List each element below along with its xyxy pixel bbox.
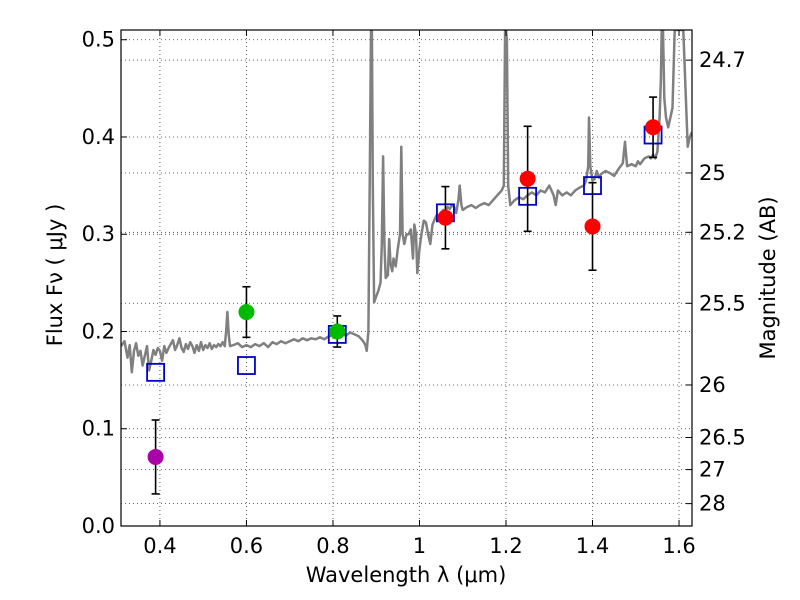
y2-tick-label: 24.7 xyxy=(699,48,746,72)
y2-tick-label: 26.5 xyxy=(699,425,746,449)
y2-tick-label: 28 xyxy=(699,492,726,516)
axis-ticks: 0.4 0.6 0.8 1 1.2 1.4 1.6 0.0 0.1 0.2 0.3 0.4 0.5 24.… xyxy=(82,28,746,558)
model-spectrum-line xyxy=(121,30,692,374)
y2-tick-label: 25.5 xyxy=(699,291,746,315)
model-photometry-square xyxy=(237,356,256,375)
observed-photometry-point xyxy=(329,323,346,340)
y-tick-label: 0.1 xyxy=(82,417,115,441)
model-photometry-square xyxy=(146,362,166,382)
x-tick-label: 0.8 xyxy=(316,534,349,558)
y-tick-label: 0.2 xyxy=(82,319,115,343)
observed-photometry-point xyxy=(437,209,454,226)
observed-photometry-point xyxy=(519,170,536,187)
observed-photometry-point xyxy=(238,304,255,321)
x-tick-label: 0.4 xyxy=(143,534,176,558)
y2-tick-label: 27 xyxy=(699,458,726,482)
y2-tick-label: 25.2 xyxy=(699,220,746,244)
y2-tick-label: 26 xyxy=(699,373,726,397)
y-tick-label: 0.4 xyxy=(82,125,115,149)
observed-photometry-point xyxy=(645,119,662,136)
observed-photometry-point xyxy=(147,448,164,465)
plot-markers xyxy=(146,96,663,495)
y2-tick-label: 25 xyxy=(699,161,726,185)
x-tick-label: 1.2 xyxy=(489,534,522,558)
y2-axis-title: Magnitude (AB) xyxy=(756,196,780,359)
x-tick-label: 1 xyxy=(413,534,426,558)
x-tick-label: 1.6 xyxy=(662,534,695,558)
observed-photometry-point xyxy=(584,218,601,235)
y-tick-label: 0.0 xyxy=(82,514,115,538)
y-axis-title: Flux Fν ( μJy ) xyxy=(43,204,67,347)
grid-lines xyxy=(121,30,692,527)
y-tick-label: 0.5 xyxy=(82,28,115,52)
x-axis-title: Wavelength λ (μm) xyxy=(306,563,507,587)
y-tick-label: 0.3 xyxy=(82,222,115,246)
plot-frame xyxy=(120,29,693,527)
x-tick-label: 0.6 xyxy=(230,534,263,558)
plot-series xyxy=(121,30,692,374)
x-tick-label: 1.4 xyxy=(576,534,609,558)
